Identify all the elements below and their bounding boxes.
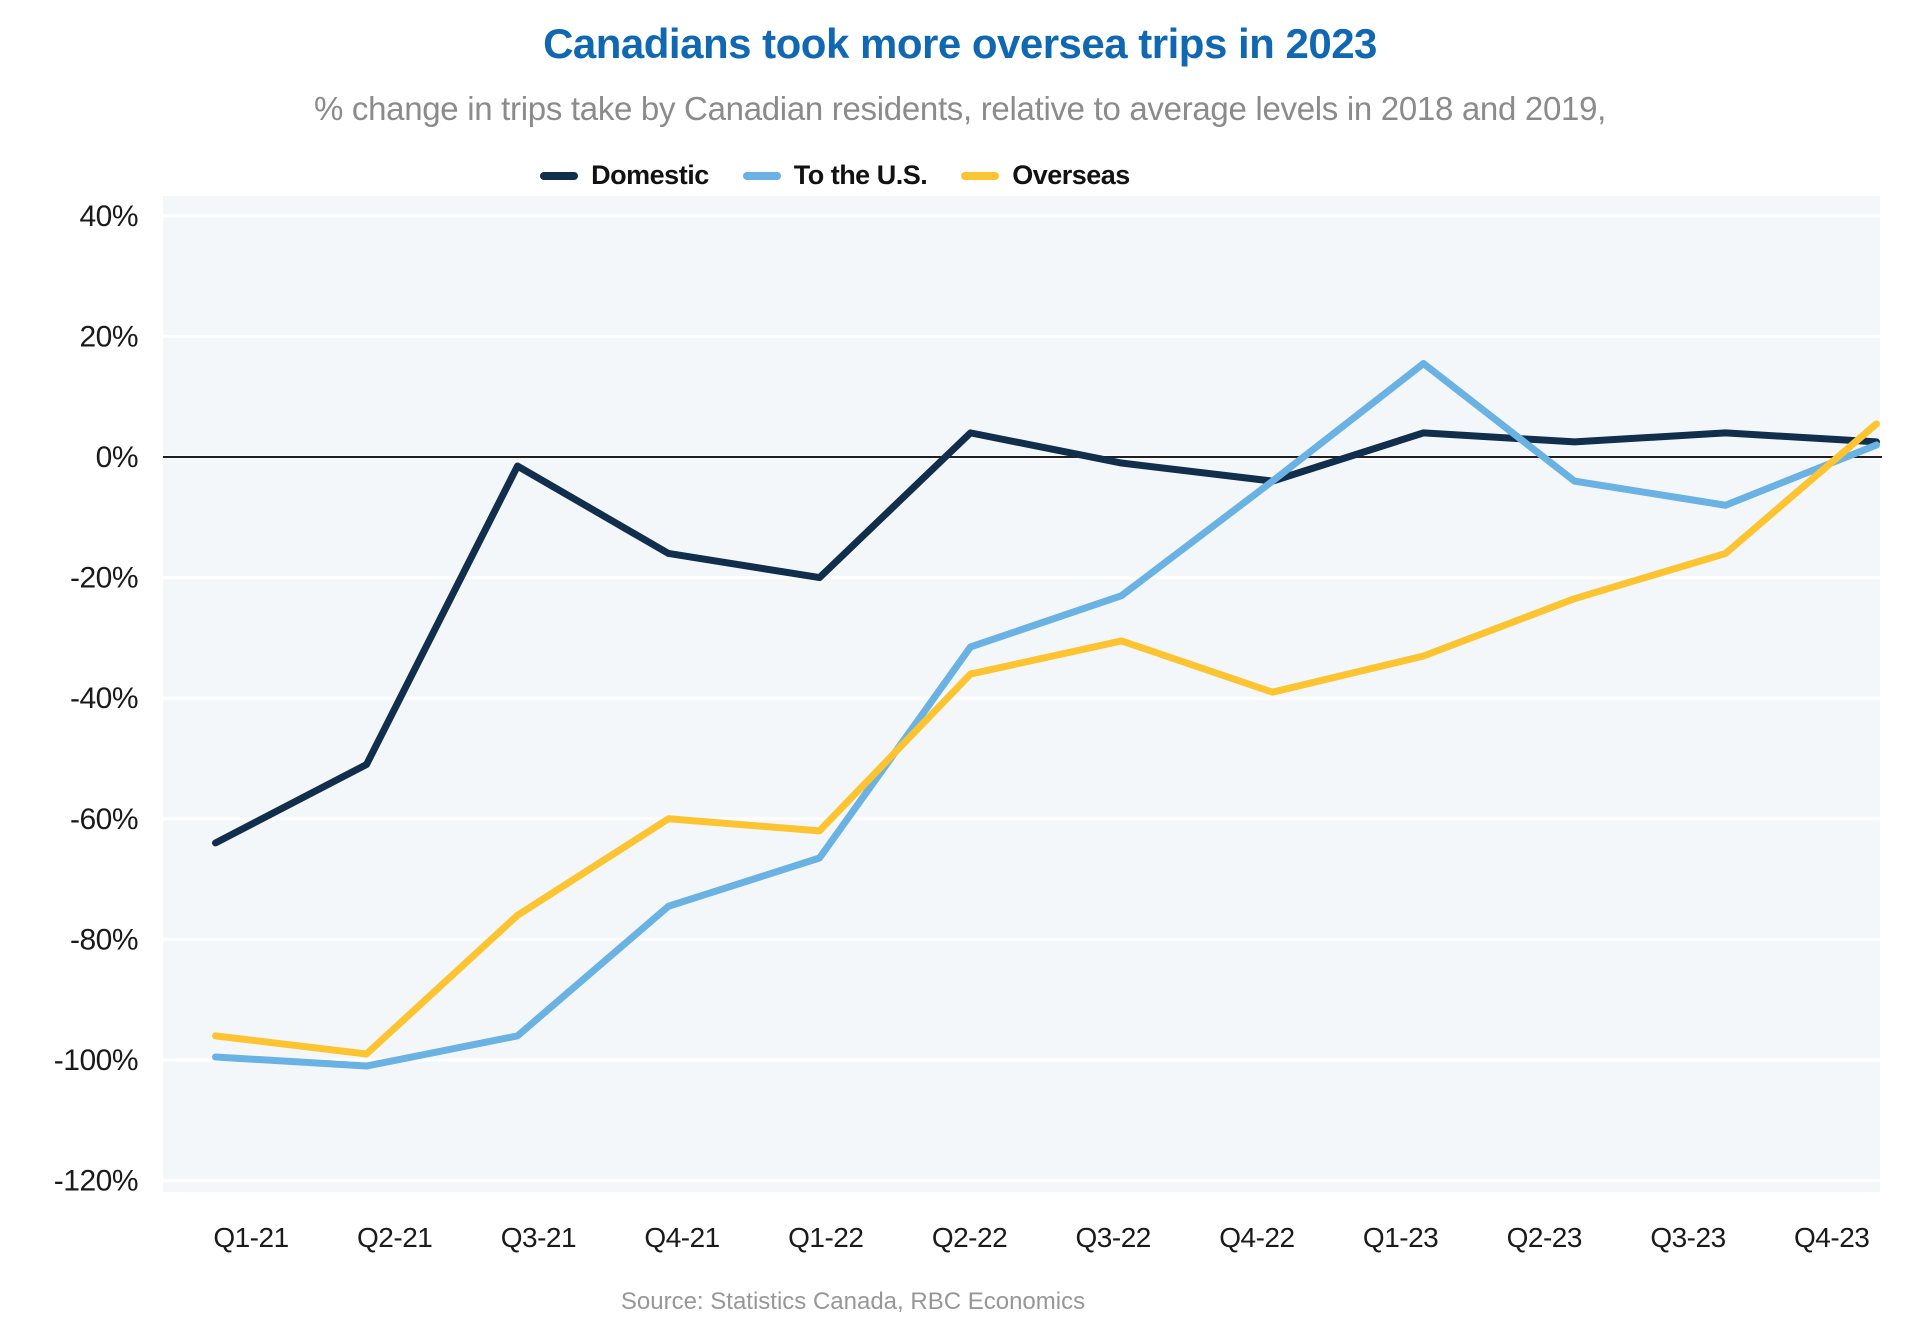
legend: Domestic To the U.S. Overseas [0, 160, 1795, 191]
legend-label-to-the-us: To the U.S. [793, 160, 928, 190]
x-axis-label: Q3-21 [501, 1222, 576, 1253]
plot-background [163, 196, 1880, 1192]
x-axis-label: Q2-23 [1507, 1222, 1582, 1253]
y-axis-label: -120% [54, 1165, 138, 1198]
legend-label-domestic: Domestic [591, 160, 709, 190]
legend-swatch-domestic [540, 171, 579, 180]
series-line-to-the-u-s [212, 360, 1880, 1070]
y-axis-label: -60% [70, 803, 138, 836]
y-axis-label: -80% [70, 923, 138, 956]
legend-item-to-the-us: To the U.S. [742, 160, 928, 191]
y-axis-label: 0% [96, 441, 138, 474]
legend-item-domestic: Domestic [540, 160, 709, 191]
x-axis-label: Q4-23 [1794, 1222, 1869, 1253]
x-axis-label: Q1-21 [213, 1222, 288, 1253]
x-axis-label: Q4-21 [644, 1222, 719, 1253]
x-axis-label: Q3-22 [1076, 1222, 1151, 1253]
x-axis-label: Q2-22 [932, 1222, 1007, 1253]
chart-title: Canadians took more oversea trips in 202… [543, 20, 1377, 67]
legend-label-overseas: Overseas [1012, 160, 1130, 190]
y-axis-label: -40% [70, 682, 138, 715]
y-axis-label: -100% [54, 1044, 138, 1077]
legend-swatch-to-the-us [742, 171, 781, 180]
x-axis-label: Q1-23 [1363, 1222, 1438, 1253]
legend-item-overseas: Overseas [961, 160, 1130, 191]
legend-swatch-overseas [961, 171, 1000, 180]
x-axis-label: Q2-21 [357, 1222, 432, 1253]
x-axis-label: Q4-22 [1219, 1222, 1294, 1253]
chart-subtitle: % change in trips take by Canadian resid… [313, 90, 1606, 127]
source-note: Source: Statistics Canada, RBC Economics [620, 1288, 1086, 1315]
series-line-domestic [212, 429, 1880, 847]
y-axis-label: -20% [70, 562, 138, 595]
y-axis-label: 40% [79, 200, 138, 233]
y-axis-label: 20% [79, 320, 138, 353]
x-axis-label: Q3-23 [1650, 1222, 1725, 1253]
x-axis-label: Q1-22 [788, 1222, 863, 1253]
series-line-overseas [212, 420, 1880, 1058]
